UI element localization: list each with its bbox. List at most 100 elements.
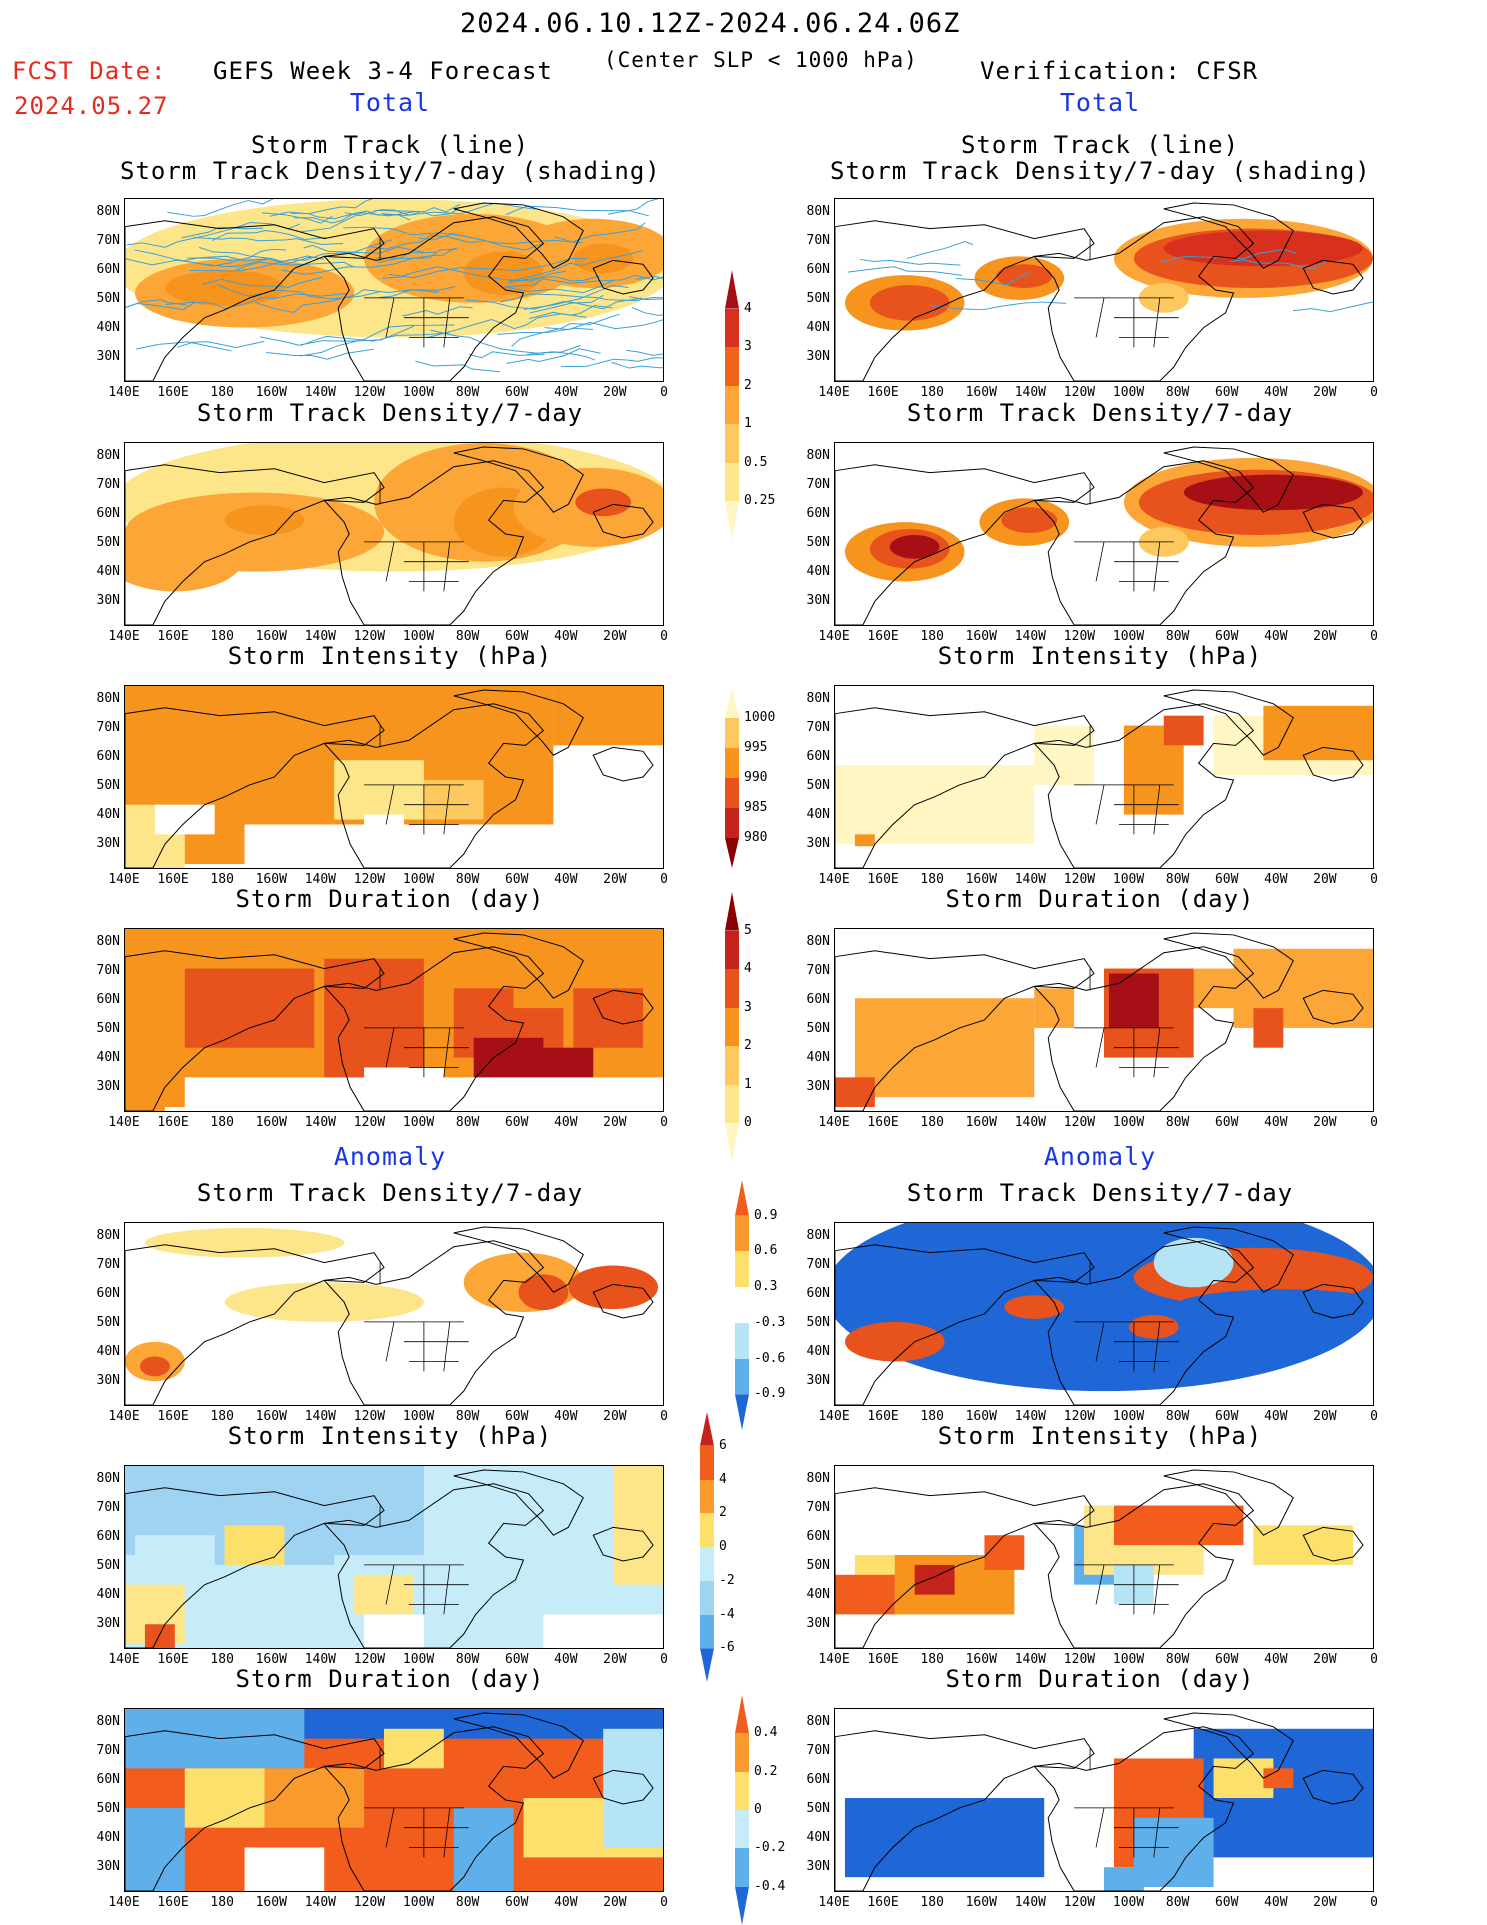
x-tick-label: 40W [554,1115,578,1130]
x-tick-label: 140E [108,629,140,644]
y-tick-label: 60N [806,1772,830,1787]
x-tick-label: 140E [108,872,140,887]
y-tick-label: 50N [96,291,120,306]
x-tick-label: 160E [867,1115,899,1130]
title-track-right: Storm Track (line) Storm Track Density/7-… [830,131,1371,185]
x-tick-label: 100W [402,385,435,400]
x-tick-label: 20W [1313,872,1337,887]
title-density-left: Storm Track Density/7-day [196,399,584,427]
x-tick-label: 100W [1112,1895,1145,1910]
y-tick-label: 60N [96,1772,120,1787]
x-tick-label: 120W [1063,385,1096,400]
colorbar-label: 1000 [744,710,776,725]
x-tick-label: 20W [1313,1895,1337,1910]
x-tick-label: 120W [353,1895,386,1910]
map-shading-intensity-left [125,686,663,868]
x-tick-label: 160E [157,1115,189,1130]
map-shading-intensity-right [835,686,1373,868]
x-tick-label: 140W [304,872,337,887]
y-tick-label: 70N [96,1257,120,1272]
x-tick-label: 60W [1214,872,1239,887]
x-tick-label: 160W [965,1895,997,1910]
x-tick-label: 40W [554,385,578,400]
x-tick-label: 0 [1370,629,1378,644]
x-tick-label: 140E [108,1895,140,1910]
map-panel-intensity-left [124,685,664,869]
x-tick-label: 160E [867,1409,899,1424]
y-tick-label: 50N [806,1315,830,1330]
y-tick-label: 80N [806,204,830,219]
x-tick-label: 160E [867,872,899,887]
x-tick-label: 40W [1264,385,1288,400]
x-tick-label: 40W [1264,1115,1288,1130]
colorbar-segment [725,385,739,425]
map-shading-duration-anom-right [835,1709,1373,1891]
colorbar-label: 2 [744,1038,752,1054]
x-tick-label: 120W [353,872,386,887]
x-tick-label: 120W [353,1652,386,1667]
y-tick-label: 50N [96,1801,120,1816]
colorbar-label: 0 [719,1539,727,1554]
x-tick-label: 100W [402,1652,435,1667]
colorbar-segment [700,1479,714,1514]
y-tick-label: 80N [96,1228,120,1243]
x-tick-label: 140W [1014,1409,1047,1424]
x-tick-label: 160E [157,629,189,644]
colorbar-label: -0.4 [754,1878,786,1894]
colorbar-segment [735,1771,749,1810]
y-tick-label: 70N [96,477,120,492]
y-tick-label: 70N [96,720,120,735]
x-tick-label: 180 [920,1115,944,1130]
y-tick-label: 60N [806,1286,830,1301]
x-tick-label: 160W [965,872,997,887]
y-tick-label: 80N [806,448,830,463]
colorbar-segment [735,1695,749,1734]
x-tick-label: 160W [255,872,287,887]
x-tick-label: 140E [108,385,140,400]
x-tick-label: 160W [965,385,997,400]
x-tick-label: 80W [455,1115,480,1130]
title-duration-anom-right: Storm Duration (day) [945,1665,1255,1693]
y-tick-label: 80N [806,1714,830,1729]
colorbar-label: -4 [719,1606,735,1622]
x-tick-label: 0 [1370,1652,1378,1667]
y-tick-label: 40N [96,1344,120,1359]
y-tick-label: 40N [806,1050,830,1065]
y-tick-label: 40N [96,564,120,579]
map-shading-density-left [125,443,663,625]
colorbar-label: 3 [744,339,752,355]
x-tick-label: 20W [1313,1652,1337,1667]
map-shading-density-anom-right [835,1223,1373,1405]
colorbar-intensity-anom [700,1412,714,1682]
y-tick-label: 30N [96,593,120,608]
y-tick-label: 60N [96,262,120,277]
x-tick-label: 120W [1063,629,1096,644]
map-panel-duration-anom-right [834,1708,1374,1892]
colorbar-label: -0.2 [754,1840,786,1856]
x-tick-label: 160E [867,1895,899,1910]
colorbar-segment [735,1322,749,1359]
x-tick-label: 140E [108,1409,140,1424]
colorbar-label: 4 [719,1471,727,1487]
y-tick-label: 70N [806,963,830,978]
x-tick-label: 120W [1063,1652,1096,1667]
x-tick-label: 40W [554,629,578,644]
x-tick-label: 140E [108,1115,140,1130]
x-tick-label: 100W [1112,629,1145,644]
x-tick-label: 0 [660,1652,668,1667]
colorbar-segment [725,892,739,931]
y-tick-label: 50N [806,291,830,306]
y-tick-label: 60N [806,992,830,1007]
map-panel-density-anom-left [124,1222,664,1406]
y-tick-label: 70N [806,233,830,248]
colorbar-intensity [725,688,739,868]
x-tick-label: 100W [1112,385,1145,400]
x-tick-label: 140E [818,1115,850,1130]
x-tick-label: 140W [1014,1895,1047,1910]
colorbar-segment [725,748,739,778]
y-tick-label: 40N [806,564,830,579]
x-tick-label: 60W [504,1115,529,1130]
x-tick-label: 0 [660,1115,668,1130]
colorbar-segment [735,1394,749,1430]
x-tick-label: 120W [353,1409,386,1424]
